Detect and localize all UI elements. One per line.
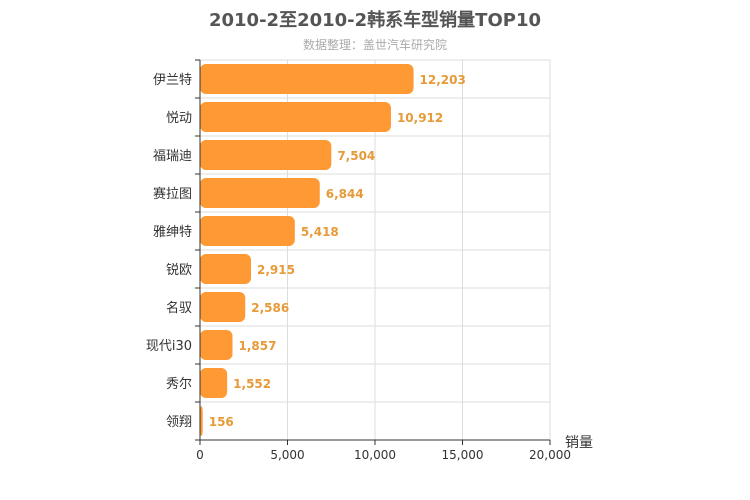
data-label: 7,504 (337, 149, 375, 163)
y-tick-label: 秀尔 (166, 377, 192, 392)
bar (200, 216, 295, 246)
bar (200, 178, 320, 208)
x-axis-title: 销量 (565, 435, 593, 451)
y-tick-label: 伊兰特 (153, 73, 192, 88)
bar (200, 140, 332, 170)
data-label: 5,418 (301, 225, 339, 239)
x-tick-label: 5,000 (270, 448, 304, 462)
chart-subtitle: 数据整理：盖世汽车研究院 (302, 38, 447, 52)
bar (200, 254, 252, 284)
bar (200, 406, 203, 436)
data-label: 6,844 (326, 187, 364, 201)
bars: 12,203 10,912 7,504 6,844 5,418 2,915 2,586 1,8… (200, 64, 466, 436)
data-label: 1,552 (233, 377, 271, 391)
y-tick-label: 悦动 (166, 111, 192, 126)
y-tick-label: 现代i30 (146, 339, 192, 354)
data-label: 156 (209, 415, 234, 429)
y-tick-label: 锐欧 (166, 263, 192, 278)
y-tick-label: 赛拉图 (153, 186, 192, 202)
bar (200, 368, 228, 398)
x-tick-label: 0 (196, 448, 204, 462)
y-tick-label: 雅绅特 (153, 225, 192, 240)
data-label: 12,203 (420, 73, 466, 87)
y-tick-label: 领翔 (166, 415, 192, 430)
x-tick-label: 10,000 (354, 448, 396, 462)
x-tick-label: 20,000 (529, 448, 571, 462)
x-tick-label: 15,000 (442, 448, 484, 462)
bar (200, 330, 233, 360)
data-label: 10,912 (397, 111, 443, 125)
data-label: 2,915 (257, 263, 295, 277)
chart-title: 2010-2至2010-2韩系车型销量TOP10 (208, 10, 541, 31)
y-tick-label: 名驭 (166, 300, 192, 316)
data-label: 2,586 (251, 301, 289, 315)
y-tick-label: 福瑞迪 (153, 149, 192, 164)
data-label: 1,857 (238, 339, 276, 353)
bar (200, 102, 391, 132)
bar (200, 292, 246, 322)
bar (200, 64, 414, 94)
